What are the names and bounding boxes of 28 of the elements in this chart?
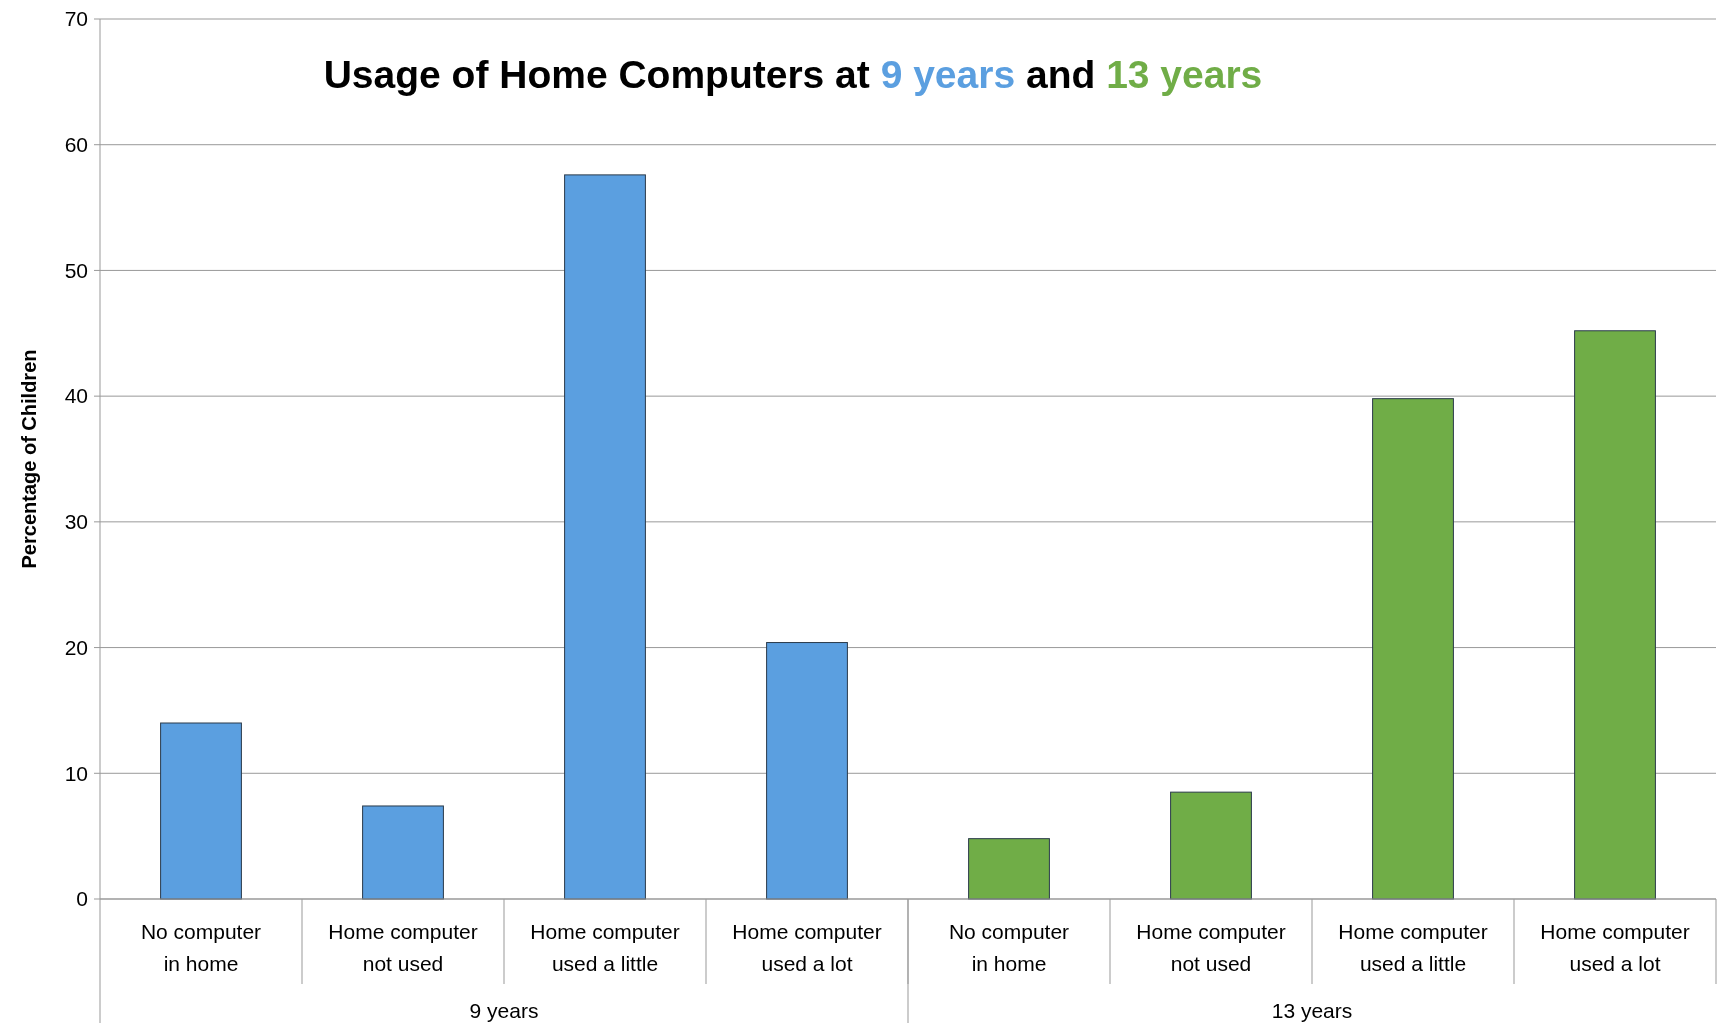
x-tick-label: Home computer used a lot: [732, 920, 882, 975]
x-tick-label: Home computer used a lot: [1540, 920, 1690, 975]
y-tick-label: 70: [64, 7, 88, 31]
x-tick-label: Home computer used a little: [530, 920, 680, 975]
bar: [1574, 330, 1656, 900]
x-tick-label: Home computer not used: [328, 920, 478, 975]
y-tick-label: 40: [64, 384, 88, 408]
bar: [160, 722, 242, 900]
y-tick-label: 50: [64, 258, 88, 282]
y-tick-label: 20: [64, 635, 88, 659]
bar: [968, 838, 1050, 900]
y-tick-label: 30: [64, 510, 88, 534]
x-tick-label: No computer in home: [140, 920, 262, 975]
text: 9 years: [469, 999, 539, 1022]
text: 13 years: [1271, 999, 1353, 1022]
bar: [362, 805, 444, 900]
y-axis-title: Percentage of Children: [18, 349, 40, 569]
y-tick-label: 10: [64, 761, 88, 785]
x-tick-label: No computer in home: [948, 920, 1070, 975]
y-tick-label: 0: [76, 887, 88, 911]
bar: [1372, 398, 1454, 900]
x-tick-label: Home computer not used: [1136, 920, 1286, 975]
bar: [564, 174, 646, 900]
y-tick-label: 60: [64, 133, 88, 157]
bar: [766, 642, 848, 900]
bar: [1170, 791, 1252, 900]
x-tick-label: Home computer used a little: [1338, 920, 1488, 975]
text: Usage of Home Computers at 9 years and 13 years: [323, 53, 1263, 96]
